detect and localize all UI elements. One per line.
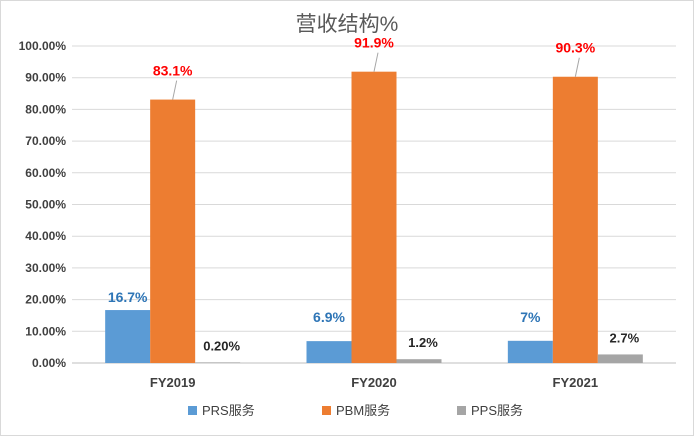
data-labels: 16.7% 83.1% 0.20% 6.9% 91.9% 1.2% 7% 90.3% 2.7%: [108, 35, 640, 354]
bar: [150, 99, 196, 363]
y-axis-ticks: 0.00% 10.00% 20.00% 30.00% 40.00% 50.00% 60.00…: [19, 39, 67, 370]
label-leader-lines: [172, 52, 580, 100]
bar: [507, 340, 553, 363]
y-tick-label: 20.00%: [25, 293, 66, 307]
bars: [105, 71, 643, 364]
y-tick-label: 10.00%: [25, 324, 66, 338]
data-label: 83.1%: [153, 63, 193, 79]
y-tick-label: 90.00%: [25, 71, 66, 85]
bar: [306, 341, 352, 363]
legend-label: PRS服务: [202, 403, 255, 418]
data-label: 6.9%: [313, 309, 345, 325]
bar: [597, 354, 643, 363]
leader-line: [172, 80, 178, 100]
legend-swatch: [188, 406, 197, 415]
bar: [396, 359, 442, 363]
y-tick-label: 80.00%: [25, 102, 66, 116]
data-label: 1.2%: [408, 335, 438, 350]
x-tick-label: FY2019: [150, 375, 196, 390]
legend-swatch: [322, 406, 331, 415]
x-tick-label: FY2020: [351, 375, 397, 390]
legend-label: PBM服务: [336, 403, 390, 418]
chart-title: 营收结构%: [296, 13, 399, 36]
x-axis-labels: FY2019 FY2020 FY2021: [150, 375, 598, 390]
leader-line: [574, 57, 580, 77]
legend: PRS服务 PBM服务 PPS服务: [188, 403, 523, 418]
legend-swatch: [457, 406, 466, 415]
y-tick-label: 0.00%: [32, 356, 66, 370]
y-tick-label: 100.00%: [19, 39, 67, 53]
bar: [195, 362, 241, 363]
y-tick-label: 50.00%: [25, 198, 66, 212]
y-tick-label: 70.00%: [25, 134, 66, 148]
y-tick-label: 30.00%: [25, 261, 66, 275]
bar: [552, 76, 598, 364]
data-label: 91.9%: [354, 35, 394, 51]
leader-line: [373, 52, 379, 72]
bar: [351, 71, 397, 363]
y-tick-label: 40.00%: [25, 229, 66, 243]
data-label: 0.20%: [203, 338, 240, 353]
bar: [105, 310, 151, 363]
data-label: 7%: [520, 309, 541, 325]
y-tick-label: 60.00%: [25, 166, 66, 180]
data-label: 90.3%: [555, 40, 595, 56]
x-tick-label: FY2021: [553, 375, 599, 390]
data-label: 2.7%: [610, 330, 640, 345]
legend-label: PPS服务: [471, 403, 523, 418]
data-label: 16.7%: [108, 289, 148, 305]
